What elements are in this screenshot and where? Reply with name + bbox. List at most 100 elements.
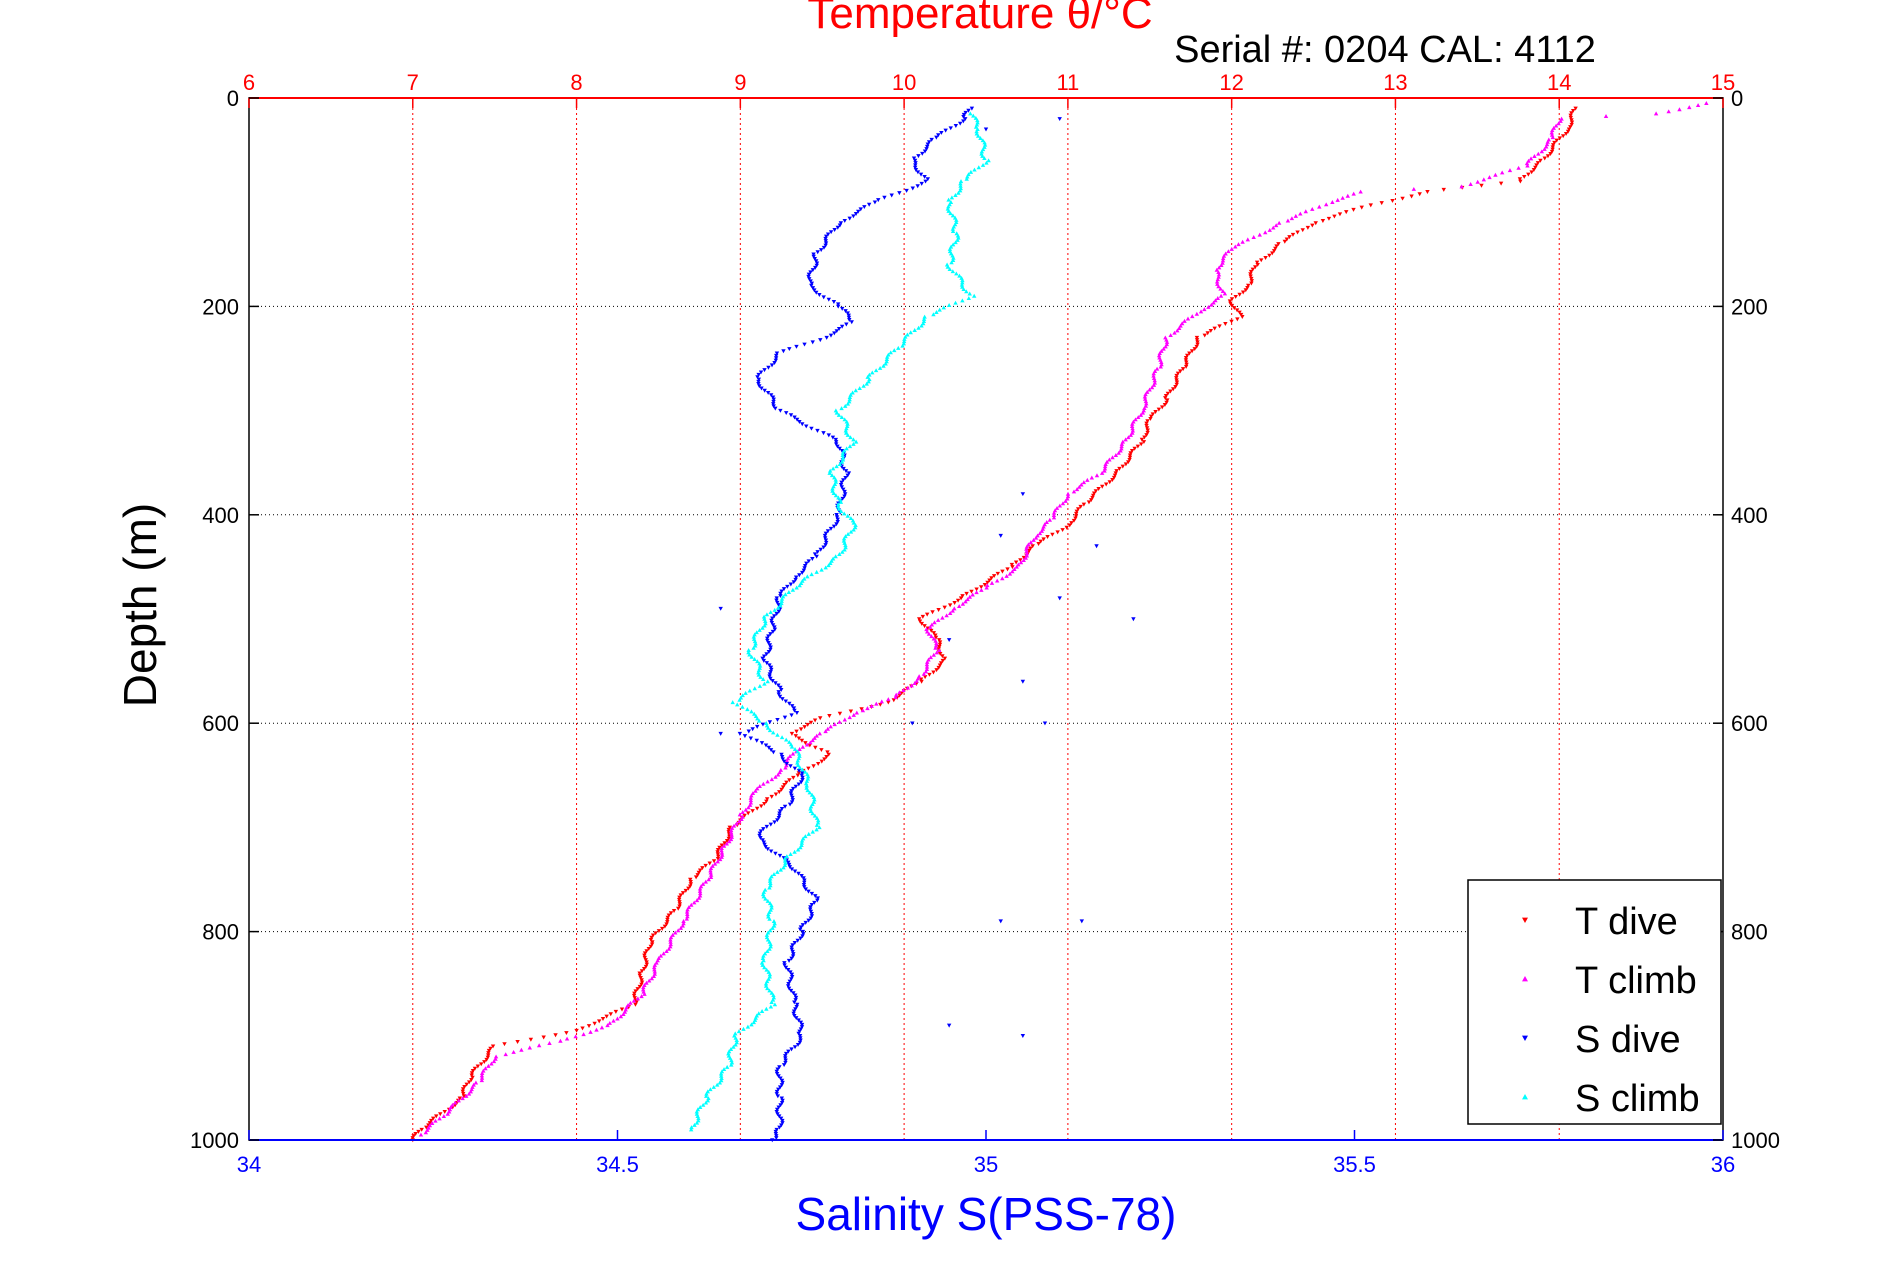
data-point (639, 978, 644, 983)
data-point (918, 172, 924, 177)
data-point (791, 991, 796, 996)
data-point (424, 1125, 429, 1130)
data-point (798, 936, 803, 941)
data-point (768, 1004, 774, 1009)
data-point (757, 833, 762, 838)
data-point (1005, 567, 1010, 572)
data-point (670, 932, 675, 937)
data-point (925, 629, 930, 634)
data-point (721, 843, 727, 848)
data-point (769, 990, 775, 995)
data-point (952, 601, 957, 605)
depth-tick-label-right: 800 (1731, 920, 1768, 945)
data-point (469, 1071, 475, 1076)
data-point (1550, 143, 1556, 148)
data-point (519, 1047, 524, 1052)
data-point (1094, 473, 1100, 478)
data-point (764, 799, 769, 804)
data-point (469, 1073, 474, 1078)
data-point (1257, 232, 1262, 237)
data-point (746, 729, 751, 734)
data-point (611, 1018, 616, 1023)
data-point (832, 227, 837, 232)
data-point (763, 981, 769, 986)
data-point (666, 913, 672, 918)
data-point (1028, 546, 1033, 551)
data-point (649, 976, 655, 981)
data-point (811, 252, 816, 257)
data-point (1151, 373, 1156, 378)
data-point (796, 871, 801, 876)
data-point (919, 323, 924, 328)
data-point (664, 949, 669, 954)
legend-marker (1522, 976, 1528, 982)
data-point (637, 971, 642, 976)
data-point (1126, 460, 1131, 465)
data-point (837, 461, 843, 466)
data-point (833, 493, 839, 498)
data-point (775, 1094, 781, 1099)
data-point (946, 204, 951, 209)
data-point (1145, 389, 1150, 394)
data-point (1229, 319, 1234, 324)
data-point (746, 648, 751, 653)
data-point (1009, 562, 1015, 567)
data-point (834, 464, 839, 469)
data-point (541, 1035, 546, 1040)
data-point (1130, 428, 1135, 433)
data-point (1274, 244, 1279, 249)
salinity-tick-label: 35 (974, 1152, 998, 1177)
data-point (768, 942, 773, 947)
data-point (790, 798, 795, 803)
data-point (835, 519, 840, 524)
data-point (842, 717, 847, 722)
data-point (817, 825, 822, 830)
data-point (1507, 168, 1513, 173)
data-point (466, 1091, 472, 1096)
data-point (1120, 464, 1125, 469)
data-point (1079, 919, 1085, 924)
data-point (1163, 393, 1169, 398)
data-point (438, 1112, 443, 1117)
data-point (638, 975, 643, 980)
data-point (808, 270, 813, 275)
data-point (694, 1120, 700, 1125)
data-point (772, 627, 778, 632)
data-point (726, 1051, 731, 1056)
data-point (676, 906, 681, 911)
data-point (1516, 165, 1521, 170)
data-point (632, 991, 637, 996)
data-point (1021, 555, 1027, 560)
data-point (798, 845, 803, 850)
data-point (1103, 482, 1109, 487)
data-point (1344, 210, 1349, 215)
data-point (1263, 230, 1268, 235)
data-point (1141, 440, 1147, 445)
data-point (1024, 544, 1030, 549)
data-point (1254, 260, 1260, 265)
data-point (961, 119, 966, 124)
data-point (779, 1078, 785, 1083)
data-point (715, 856, 721, 861)
data-point (1524, 161, 1530, 166)
data-point (1077, 484, 1082, 489)
data-point (782, 856, 788, 861)
data-point (646, 946, 651, 951)
data-point (783, 860, 788, 865)
data-point (1143, 403, 1149, 408)
data-point (1221, 256, 1226, 261)
data-point (703, 1100, 709, 1105)
legend-label: T dive (1575, 901, 1678, 943)
data-point (788, 851, 793, 856)
data-point (933, 645, 938, 650)
data-point (787, 347, 792, 352)
data-point (423, 1130, 429, 1135)
data-point (781, 865, 786, 870)
data-point (1552, 140, 1557, 145)
data-point (929, 634, 934, 639)
data-point (1545, 154, 1551, 159)
data-point (769, 777, 775, 782)
data-point (928, 655, 933, 660)
data-point (929, 622, 935, 627)
data-point (1687, 105, 1692, 110)
